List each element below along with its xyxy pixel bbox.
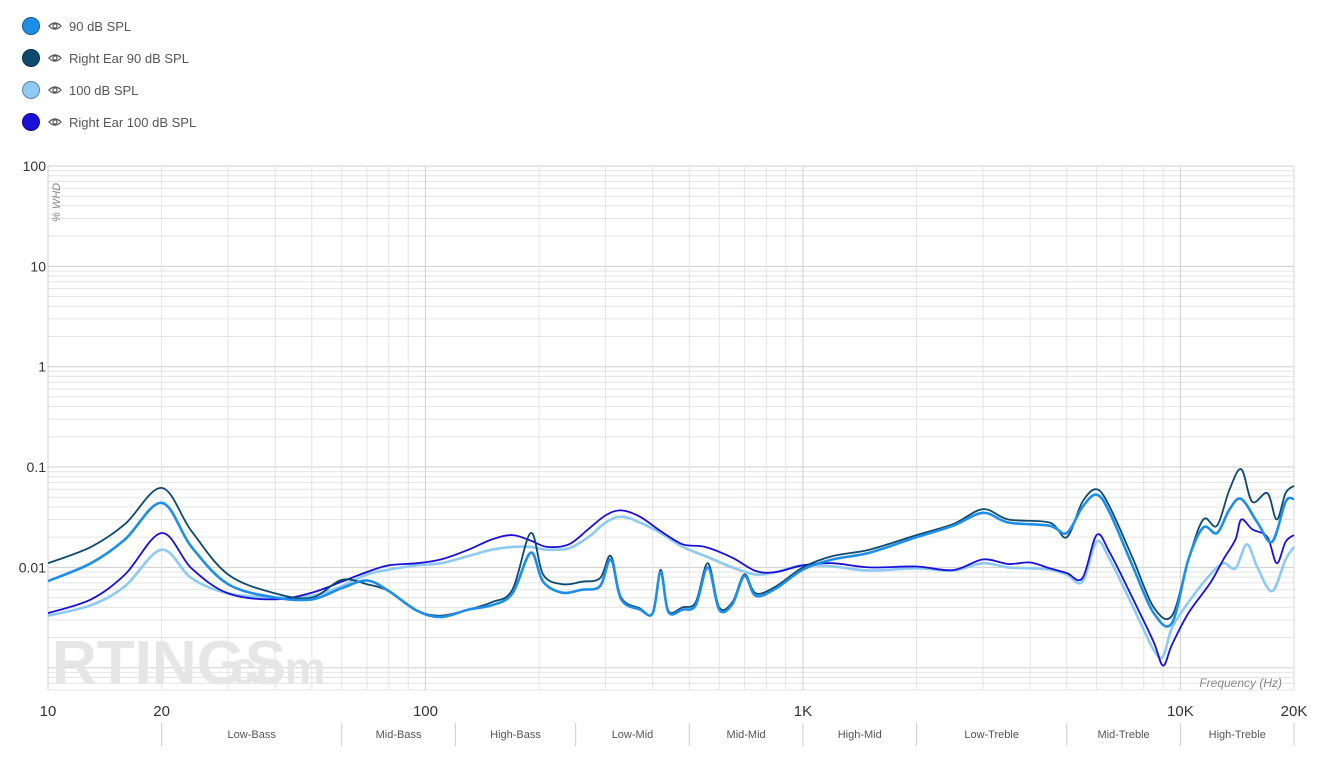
legend-item-90db[interactable]: 90 dB SPL	[22, 10, 196, 42]
eye-icon[interactable]	[48, 83, 62, 97]
y-tick-label: 0.1	[27, 459, 47, 475]
band-label: Low-Mid	[612, 729, 654, 741]
y-tick-label: 100	[23, 158, 47, 174]
band-label: Mid-Mid	[727, 729, 766, 741]
grid	[47, 165, 1295, 691]
legend-item-right-ear-90db[interactable]: Right Ear 90 dB SPL	[22, 42, 196, 74]
band-label: High-Mid	[838, 729, 882, 741]
band-label: Mid-Treble	[1097, 729, 1149, 741]
watermark-suffix: .com	[218, 642, 325, 694]
series-line	[47, 515, 1296, 660]
series-color-swatch	[22, 81, 40, 99]
y-tick-label: 0.01	[19, 559, 46, 575]
y-tick-label: 1	[38, 359, 46, 375]
y-tick-label: 10	[30, 258, 46, 274]
legend-label: 100 dB SPL	[69, 82, 139, 98]
y-axis-label: % WHD	[51, 183, 63, 222]
band-label: High-Treble	[1209, 729, 1266, 741]
x-tick-label: 10	[40, 703, 57, 720]
watermark-brand: RTINGS	[52, 629, 286, 698]
band-label: Mid-Bass	[376, 729, 422, 741]
x-tick-label: 100	[413, 703, 438, 720]
band-label: Low-Bass	[228, 729, 277, 741]
watermark: RTINGS .com	[52, 629, 325, 698]
series-color-swatch	[22, 17, 40, 35]
series-color-swatch	[22, 49, 40, 67]
band-label: Low-Treble	[964, 729, 1019, 741]
series-color-swatch	[22, 113, 40, 131]
axis-ticks: 100 10 1 0.1 0.01 10 20 100 1K 10K 20K	[19, 158, 1308, 720]
series-line	[47, 493, 1295, 628]
legend-item-right-ear-100db[interactable]: Right Ear 100 dB SPL	[22, 106, 196, 138]
x-tick-label: 20K	[1281, 703, 1308, 720]
eye-icon[interactable]	[48, 19, 62, 33]
series-line	[47, 509, 1295, 667]
legend-label: Right Ear 90 dB SPL	[69, 50, 189, 66]
x-tick-label: 1K	[794, 703, 812, 720]
legend-label: 90 dB SPL	[69, 18, 132, 34]
x-tick-label: 20	[153, 703, 170, 720]
legend: 90 dB SPL Right Ear 90 dB SPL 100 dB SPL…	[22, 10, 196, 138]
x-axis-label: Frequency (Hz)	[1199, 676, 1282, 690]
frequency-bands: Low-Bass Mid-Bass High-Bass Low-Mid Mid-Mid H…	[161, 723, 1295, 746]
eye-icon[interactable]	[48, 51, 62, 65]
band-label: High-Bass	[490, 729, 541, 741]
eye-icon[interactable]	[48, 115, 62, 129]
legend-label: Right Ear 100 dB SPL	[69, 114, 197, 130]
x-tick-label: 10K	[1167, 703, 1194, 720]
legend-item-100db[interactable]: 100 dB SPL	[22, 74, 196, 106]
series-line	[47, 468, 1295, 620]
series-lines	[47, 468, 1296, 667]
